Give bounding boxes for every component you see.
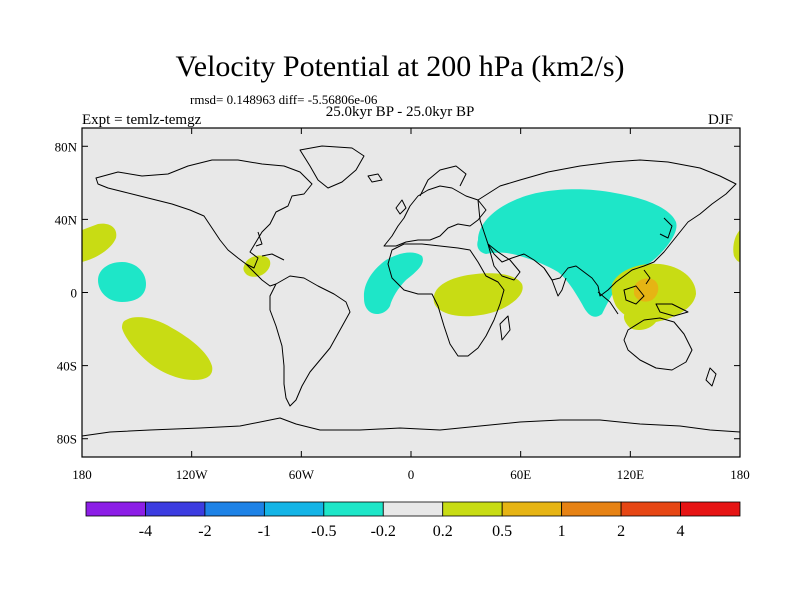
colorbar-label: -2 bbox=[198, 523, 211, 540]
colorbar-swatch bbox=[680, 501, 741, 517]
coast-asia bbox=[477, 159, 737, 297]
coast-borneo bbox=[623, 285, 645, 305]
lat-tick-label: 80N bbox=[55, 139, 78, 154]
coast-africa bbox=[387, 243, 505, 357]
contour-africa-positive bbox=[433, 273, 523, 317]
lat-tick-label: 80S bbox=[57, 432, 77, 447]
coast-sumatra bbox=[597, 291, 619, 315]
coast-new-guinea bbox=[655, 303, 689, 317]
coast-scandinavia bbox=[419, 165, 467, 197]
coast-central-america bbox=[245, 263, 277, 287]
colorbar-label: 0.5 bbox=[492, 523, 512, 540]
contour-caribbean-positive bbox=[243, 255, 271, 277]
colorbar-label: 0.2 bbox=[433, 523, 453, 540]
coast-antarctica bbox=[81, 417, 741, 437]
coast-philippines bbox=[643, 269, 651, 285]
colorbar-swatch bbox=[620, 501, 681, 517]
coast-europe bbox=[383, 185, 487, 247]
colorbar-swatch bbox=[145, 501, 206, 517]
lat-tick-label: 40N bbox=[55, 212, 78, 227]
coast-iceland bbox=[367, 173, 383, 183]
coast-new-zealand bbox=[705, 367, 717, 387]
lon-tick-label: 180 bbox=[730, 467, 750, 482]
contour-atlantic-negative bbox=[363, 252, 423, 314]
coast-greenland bbox=[299, 145, 365, 189]
colorbar-swatch bbox=[323, 501, 384, 517]
contour-eurasia-negative bbox=[477, 189, 677, 317]
coast-madagascar bbox=[499, 315, 511, 341]
colorbar-label: -0.5 bbox=[311, 523, 336, 540]
colorbar-label: -0.2 bbox=[371, 523, 396, 540]
season-label: DJF bbox=[708, 112, 734, 128]
contour-s-pacific-positive bbox=[122, 317, 213, 380]
lon-tick-label: 0 bbox=[408, 467, 415, 482]
coastlines bbox=[81, 145, 741, 437]
chart-title: Velocity Potential at 200 hPa (km2/s) bbox=[175, 50, 625, 83]
map-axes: 80N 40N 0 40S 80S 180 120W 60W 0 60E 120E 180 bbox=[55, 128, 750, 482]
lon-tick-label: 180 bbox=[72, 467, 92, 482]
colorbar-swatch bbox=[442, 501, 503, 517]
lon-tick-label: 60W bbox=[289, 467, 315, 482]
contour-maritime-positive-tail bbox=[623, 312, 656, 330]
colorbar-label: -1 bbox=[258, 523, 271, 540]
lon-tick-label: 60E bbox=[510, 467, 531, 482]
rmsd-diff-stats: rmsd= 0.148963 diff= -5.56806e-06 bbox=[190, 92, 378, 107]
coast-british-isles bbox=[395, 199, 407, 215]
coast-japan bbox=[659, 217, 673, 239]
coast-australia bbox=[623, 317, 693, 371]
contour-ne-pacific-positive bbox=[733, 230, 740, 262]
coast-florida bbox=[255, 231, 263, 247]
colorbar-swatch bbox=[501, 501, 563, 517]
coast-india bbox=[543, 267, 567, 297]
colorbar-label: 2 bbox=[617, 523, 625, 540]
coast-cuba bbox=[261, 253, 285, 261]
coast-arabia bbox=[487, 243, 521, 281]
colorbar-swatch bbox=[263, 501, 325, 517]
lat-tick-label: 0 bbox=[71, 286, 78, 301]
colorbar-label: 1 bbox=[558, 523, 566, 540]
lat-tick-label: 40S bbox=[57, 359, 77, 374]
colorbar: -4 -2 -1 -0.5 -0.2 0.2 0.5 1 2 4 bbox=[85, 501, 741, 540]
colorbar-label: -4 bbox=[139, 523, 152, 540]
contour-maritime-strong-positive bbox=[634, 278, 659, 302]
contour-fills bbox=[82, 189, 740, 380]
coast-south-america bbox=[269, 275, 351, 407]
colorbar-swatch bbox=[85, 501, 146, 517]
experiment-label: Expt = temlz-temgz bbox=[82, 112, 202, 128]
lon-tick-label: 120W bbox=[176, 467, 209, 482]
contour-nw-pacific-positive bbox=[82, 223, 117, 262]
colorbar-swatch bbox=[561, 501, 622, 517]
colorbar-label: 4 bbox=[677, 523, 685, 540]
coast-north-america bbox=[95, 159, 313, 269]
period-label: 25.0kyr BP - 25.0kyr BP bbox=[325, 104, 475, 120]
colorbar-swatch bbox=[382, 501, 444, 517]
colorbar-swatch bbox=[204, 501, 265, 517]
contour-pacific-negative bbox=[98, 262, 146, 302]
lon-tick-label: 120E bbox=[617, 467, 645, 482]
